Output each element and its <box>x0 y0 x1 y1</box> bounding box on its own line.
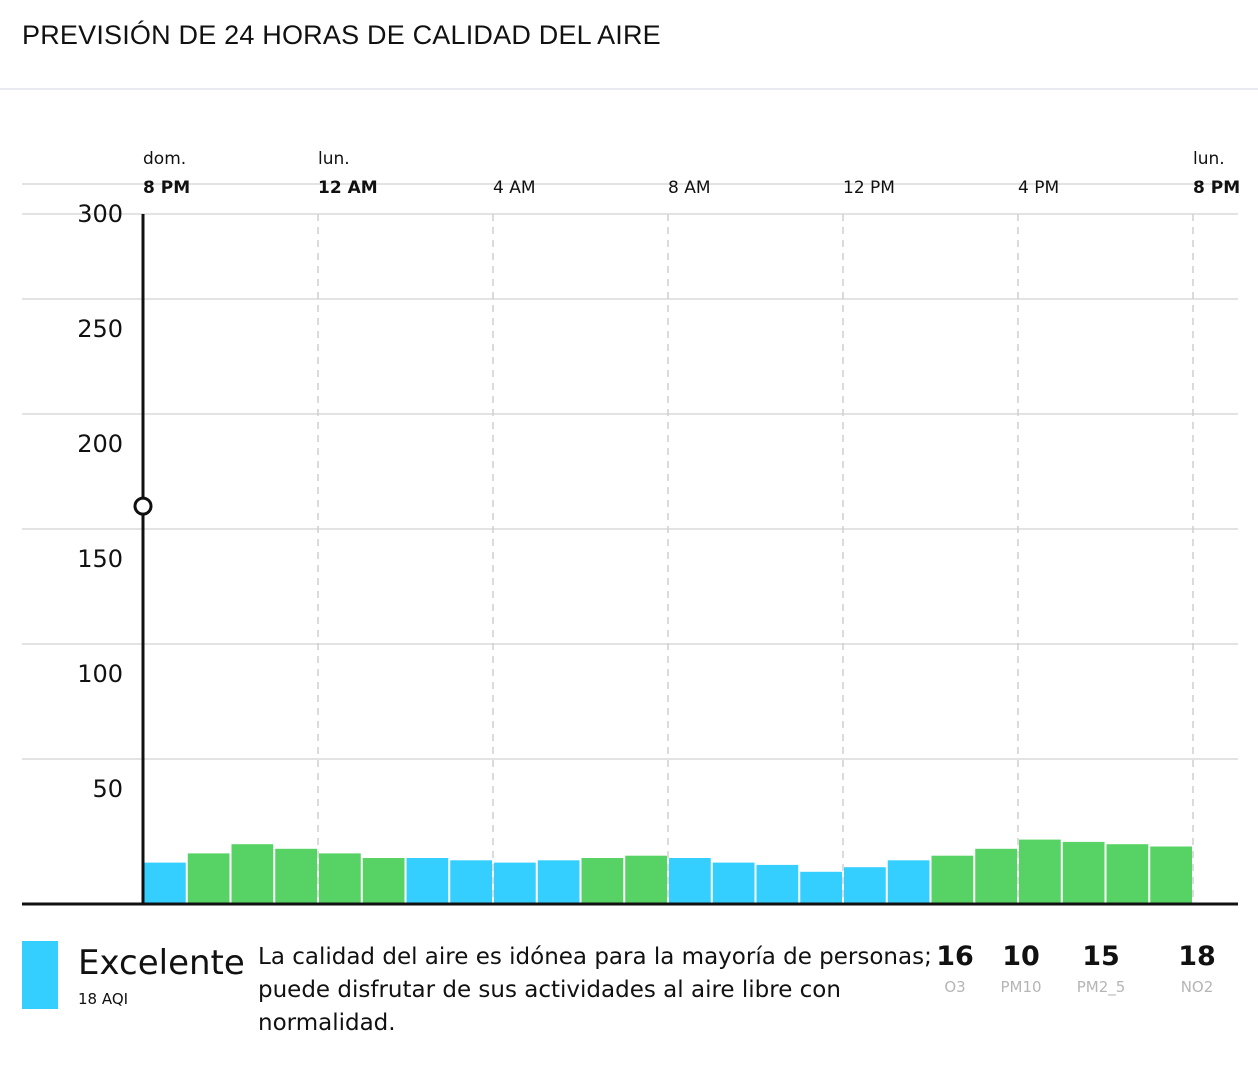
aqi-bar <box>1150 846 1192 904</box>
pollutant-value: 10 <box>1002 941 1040 972</box>
aqi-bar <box>1019 839 1061 904</box>
aqi-bar <box>931 855 974 904</box>
x-tick-day-label: dom. <box>143 149 186 169</box>
pollutant-value: 18 <box>1178 941 1216 972</box>
aqi-bar <box>494 862 536 904</box>
x-tick-time-label: 4 AM <box>493 178 536 198</box>
y-tick-label: 100 <box>77 660 123 688</box>
aqi-bar <box>144 862 186 904</box>
x-tick-day-label: lun. <box>318 149 350 169</box>
pollutant-no2: 18 NO2 <box>1157 941 1237 996</box>
aqi-bar <box>406 858 449 904</box>
aqi-level-label: Excelente <box>78 943 245 983</box>
aqi-bar <box>275 848 317 904</box>
pollutant-value: 15 <box>1082 941 1120 972</box>
page-title: PREVISIÓN DE 24 HORAS DE CALIDAD DEL AIR… <box>22 20 661 50</box>
aqi-bar <box>844 867 886 904</box>
aqi-bar <box>537 860 580 904</box>
aqi-level-swatch <box>22 941 58 1009</box>
aqi-forecast-chart: 50 100 150 200 250 300 dom. 8 PM lun. 12 AM 4 AM 8 … <box>22 149 1240 906</box>
aqi-bar <box>231 844 274 904</box>
x-tick-time-label: 8 PM <box>143 178 190 198</box>
y-tick-label: 250 <box>77 315 123 343</box>
aqi-value: 18 AQI <box>78 990 129 1008</box>
legend-panel: Excelente 18 AQI La calidad del aire es … <box>0 935 1258 1055</box>
x-tick-time-label: 4 PM <box>1018 178 1059 198</box>
aqi-bar <box>975 848 1017 904</box>
aqi-bar <box>319 853 361 904</box>
x-tick-time-label: 12 AM <box>318 178 378 198</box>
aqi-bar <box>800 871 842 904</box>
x-tick-time-label: 8 PM <box>1193 178 1240 198</box>
aqi-description: La calidad del aire es idónea para la ma… <box>258 944 932 1036</box>
aqi-bar <box>450 860 492 904</box>
aqi-bar <box>756 864 799 904</box>
aqi-bar <box>625 855 667 904</box>
y-tick-label: 200 <box>77 430 123 458</box>
pollutant-name: PM10 <box>1000 978 1042 996</box>
y-tick-label: 150 <box>77 545 123 573</box>
pollutant-pm10: 10 PM10 <box>981 941 1061 996</box>
aqi-bar <box>887 860 930 904</box>
aqi-bar <box>362 858 405 904</box>
pollutant-name: PM2_5 <box>1076 978 1126 996</box>
y-tick-label: 300 <box>77 200 123 228</box>
title-divider <box>0 88 1258 90</box>
aqi-bar <box>712 862 755 904</box>
y-tick-label: 50 <box>92 775 123 803</box>
x-tick-time-label: 12 PM <box>843 178 895 198</box>
aqi-bar <box>1062 841 1105 904</box>
aqi-bar <box>669 858 711 904</box>
pollutant-o3: 16 O3 <box>915 941 995 996</box>
pollutant-value: 16 <box>936 941 974 972</box>
x-tick-day-label: lun. <box>1193 149 1225 169</box>
aqi-bar <box>581 858 624 904</box>
pollutant-name: NO2 <box>1180 978 1214 996</box>
pollutant-name: O3 <box>944 978 966 996</box>
current-time-marker <box>133 496 153 516</box>
aqi-bar <box>187 853 230 904</box>
x-tick-time-label: 8 AM <box>668 178 711 198</box>
pollutant-pm25: 15 PM2_5 <box>1061 941 1141 996</box>
aqi-bar <box>1106 844 1149 904</box>
